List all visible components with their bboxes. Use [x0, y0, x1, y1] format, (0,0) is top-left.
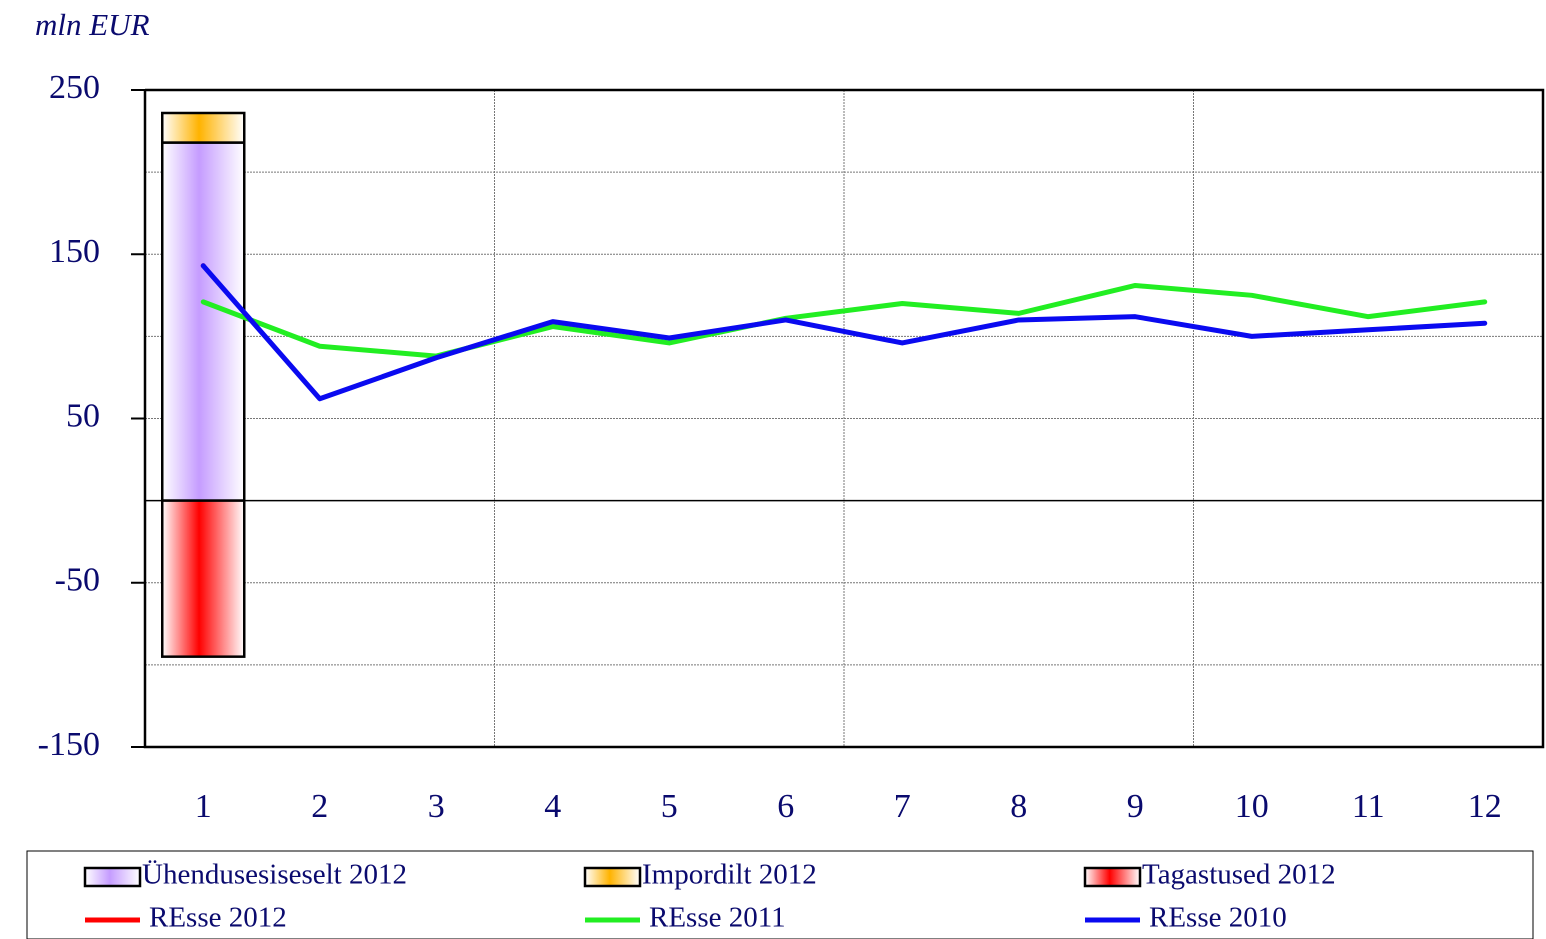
legend-label: Impordilt 2012	[642, 859, 817, 891]
legend-label: Ühendusesiseselt 2012	[142, 859, 407, 891]
legend-label: Tagastused 2012	[1142, 859, 1336, 891]
x-tick-label: 4	[544, 788, 561, 825]
legend-swatch	[1083, 866, 1142, 888]
y-tick-label: 150	[49, 233, 100, 270]
bar	[161, 499, 246, 658]
bar	[161, 141, 246, 502]
line	[200, 282, 1488, 359]
x-tick-label: 5	[661, 788, 678, 825]
legend-box	[26, 850, 1534, 939]
y-tick-label: 50	[66, 397, 100, 434]
legend-label: REsse 2010	[1149, 902, 1287, 934]
chart-title: mln EUR	[35, 7, 150, 42]
x-tick-label: 9	[1127, 788, 1144, 825]
x-tick-label: 12	[1468, 788, 1502, 825]
legend-swatch	[583, 866, 642, 888]
legend-label: REsse 2011	[649, 902, 786, 934]
y-tick-label: -150	[38, 726, 100, 763]
x-tick-label: 7	[894, 788, 911, 825]
y-tick-label: 250	[49, 69, 100, 106]
legend-swatch	[83, 866, 142, 888]
x-tick-label: 10	[1235, 788, 1269, 825]
plot-frame	[143, 88, 1545, 749]
bar	[161, 111, 246, 144]
x-tick-label: 2	[311, 788, 328, 825]
y-tick-label: -50	[55, 562, 100, 599]
x-tick-label: 11	[1352, 788, 1385, 825]
legend: Ühendusesiseselt 2012 Impordilt 2012 Tagas…	[83, 859, 1336, 934]
x-tick-label: 1	[195, 788, 212, 825]
x-tick-label: 3	[428, 788, 445, 825]
legend-label: REsse 2012	[149, 902, 287, 934]
x-tick-label: 8	[1010, 788, 1027, 825]
line	[200, 263, 1488, 402]
x-tick-label: 6	[777, 788, 794, 825]
